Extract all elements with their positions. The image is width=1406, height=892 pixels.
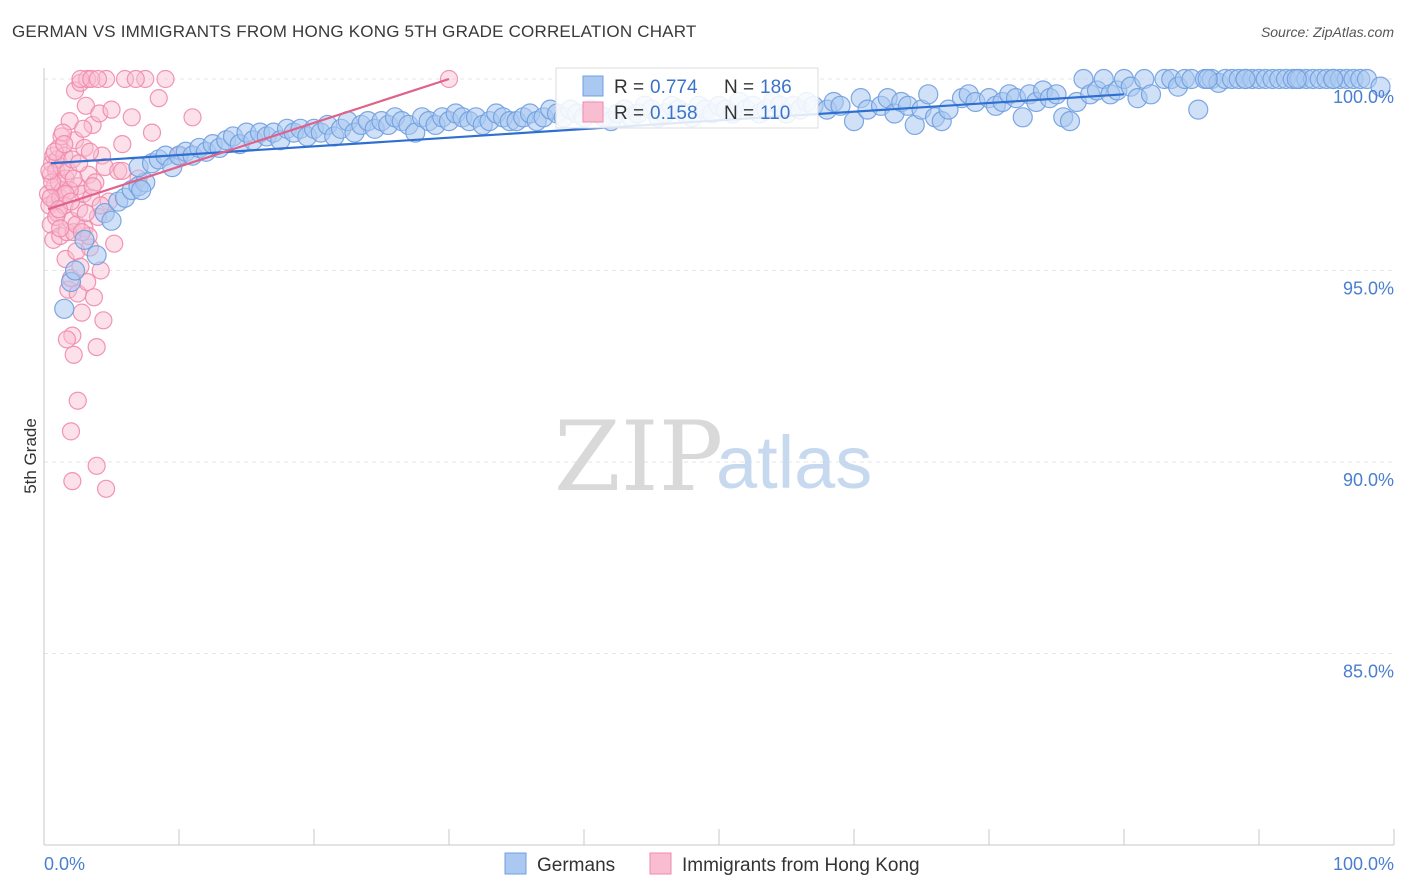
german-point-143 [1046, 84, 1067, 105]
legend-n-value-1: 186 [760, 77, 792, 98]
legend-r-label-2: R = [614, 103, 644, 124]
hk-point-44 [76, 96, 95, 115]
hk-point-69 [142, 123, 162, 142]
hk-point-57 [94, 311, 113, 330]
german-point-193 [1197, 68, 1218, 90]
hk-point-94 [45, 142, 64, 161]
hk-trend-line [47, 77, 450, 211]
hk-point-63 [109, 161, 128, 181]
german-point-126 [918, 84, 939, 105]
legend-n-label-2: N = [724, 103, 754, 124]
hk-point-86 [42, 173, 62, 192]
hk-point-68 [136, 69, 155, 89]
y-tick-label-1: 95.0% [1343, 279, 1394, 299]
german-point-3 [74, 229, 95, 250]
gridlines [44, 78, 1394, 654]
hk-point-93 [40, 161, 59, 181]
x-tick-label-max: 100.0% [1333, 854, 1394, 874]
hk-point-104 [64, 169, 83, 188]
hk-point-70 [149, 89, 168, 108]
trend-lines [47, 77, 1125, 211]
german-point-191 [1286, 68, 1307, 90]
german-point-145 [1059, 111, 1081, 132]
hk-point-74 [68, 391, 87, 410]
german-point-189 [1370, 76, 1391, 97]
german-point-6 [101, 210, 122, 231]
hk-point-73 [183, 108, 202, 127]
chart-title: GERMAN VS IMMIGRANTS FROM HONG KONG 5TH … [12, 22, 697, 41]
hk-point-65 [115, 69, 135, 89]
y-tick-label-3: 85.0% [1343, 662, 1394, 682]
hk-point-80 [64, 345, 83, 364]
series-label-germans[interactable]: Germans [537, 855, 615, 876]
german-point-192 [1235, 68, 1256, 90]
hk-point-62 [105, 234, 124, 253]
hk-point-64 [113, 135, 132, 154]
hk-point-78 [96, 479, 116, 498]
german-point-157 [1140, 84, 1162, 105]
y-tick-label-2: 90.0% [1343, 470, 1394, 490]
german-trend-line [50, 93, 1125, 165]
german-point-163 [1188, 99, 1209, 120]
german-point-4 [86, 245, 107, 266]
hk-point-61 [102, 100, 121, 119]
hk-point-106 [80, 142, 100, 161]
hk-point-71 [156, 69, 175, 89]
hk-point-40 [72, 303, 91, 322]
legend-swatch-hk [582, 101, 604, 123]
legend-n-value-2: 110 [760, 103, 790, 124]
hk-point-81 [78, 69, 97, 89]
hk-point-66 [122, 108, 141, 127]
y-tick-labels: 100.0% 95.0% 90.0% 85.0% [1333, 87, 1394, 682]
hk-point-91 [74, 119, 93, 138]
hk-point-95 [51, 219, 70, 238]
y-axis-label: 5th Grade [21, 418, 40, 494]
german-point-2 [64, 260, 86, 281]
hk-point-79 [57, 330, 77, 349]
hk-point-77 [63, 472, 82, 491]
german-point-138 [1012, 107, 1033, 128]
legend-r-value-2: 0.158 [650, 103, 698, 124]
watermark-zip: ZIP [554, 401, 723, 513]
hk-point-83 [82, 69, 101, 89]
german-point-190 [1323, 68, 1344, 90]
legend-swatch-germans [582, 75, 604, 97]
series-label-hk[interactable]: Immigrants from Hong Kong [682, 855, 920, 876]
hk-point-49 [83, 115, 102, 135]
stats-legend: R = 0.774 N = 186 R = 0.158 N = 110 [555, 67, 819, 129]
hk-point-75 [61, 422, 81, 441]
hk-point-84 [88, 69, 108, 89]
hk-point-26 [60, 112, 79, 131]
series-swatch-hk[interactable] [649, 852, 672, 875]
hk-point-99 [76, 203, 95, 223]
x-tick-label-min: 0.0% [44, 854, 85, 874]
source-label: Source: ZipAtlas.com [1260, 24, 1394, 40]
hk-point-50 [84, 288, 104, 307]
hk-point-85 [126, 69, 145, 89]
hk-point-88 [53, 123, 73, 142]
hk-point-58 [95, 157, 114, 177]
hk-point-76 [87, 456, 106, 475]
german-point-115 [830, 95, 851, 116]
y-tick-label-0: 100.0% [1333, 87, 1394, 107]
legend-r-value-1: 0.774 [650, 77, 698, 98]
series-swatch-germans[interactable] [504, 852, 527, 875]
hk-point-103 [55, 135, 74, 154]
german-point-0 [54, 298, 75, 319]
legend-r-label-1: R = [614, 77, 644, 98]
legend-n-label-1: N = [724, 77, 754, 98]
watermark-atlas: atlas [716, 421, 872, 504]
series-legend: Germans Immigrants from Hong Kong [504, 852, 920, 876]
hk-point-52 [87, 338, 106, 357]
hk-point-109 [113, 161, 132, 181]
german-point-12 [131, 179, 152, 201]
watermark: ZIP atlas [554, 401, 872, 513]
x-ticks [43, 829, 1395, 845]
